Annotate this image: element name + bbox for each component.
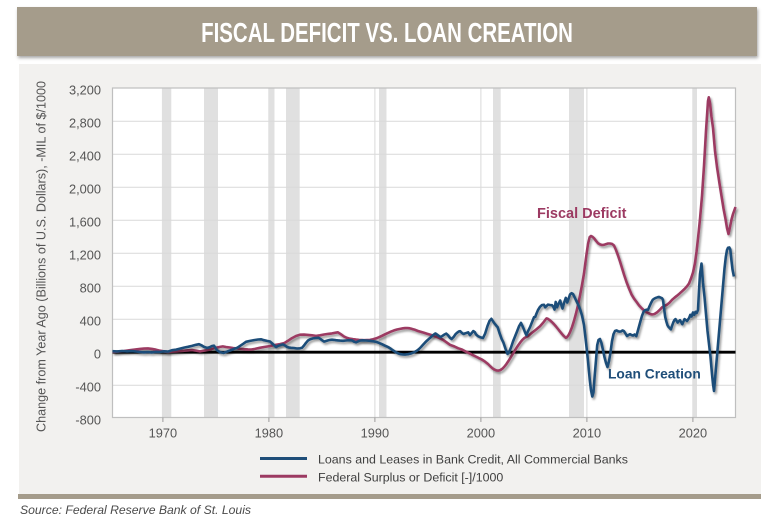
svg-text:-400: -400	[75, 380, 101, 395]
svg-text:400: 400	[80, 314, 101, 329]
svg-text:Fiscal Deficit: Fiscal Deficit	[537, 206, 627, 222]
svg-text:2010: 2010	[573, 426, 601, 441]
svg-text:2,400: 2,400	[69, 149, 101, 164]
svg-text:1,200: 1,200	[69, 248, 101, 263]
svg-text:0: 0	[94, 347, 101, 362]
svg-text:800: 800	[80, 281, 101, 296]
svg-text:2,000: 2,000	[69, 182, 101, 197]
svg-text:2,800: 2,800	[69, 116, 101, 131]
svg-text:Change from Year Ago (Billions: Change from Year Ago (Billions of U.S. D…	[35, 81, 49, 432]
svg-text:3,200: 3,200	[69, 83, 101, 98]
svg-text:2020: 2020	[679, 426, 707, 441]
svg-text:1980: 1980	[255, 426, 283, 441]
svg-text:1,600: 1,600	[69, 215, 101, 230]
svg-text:1970: 1970	[149, 426, 177, 441]
svg-text:Federal Surplus or Deficit [-]: Federal Surplus or Deficit [-]/1000	[318, 470, 503, 484]
svg-text:Loan Creation: Loan Creation	[608, 367, 701, 382]
svg-text:1990: 1990	[361, 426, 389, 441]
svg-text:2000: 2000	[467, 426, 495, 441]
svg-text:Loans and Leases in Bank Credi: Loans and Leases in Bank Credit, All Com…	[318, 453, 628, 467]
svg-text:-800: -800	[75, 413, 101, 428]
